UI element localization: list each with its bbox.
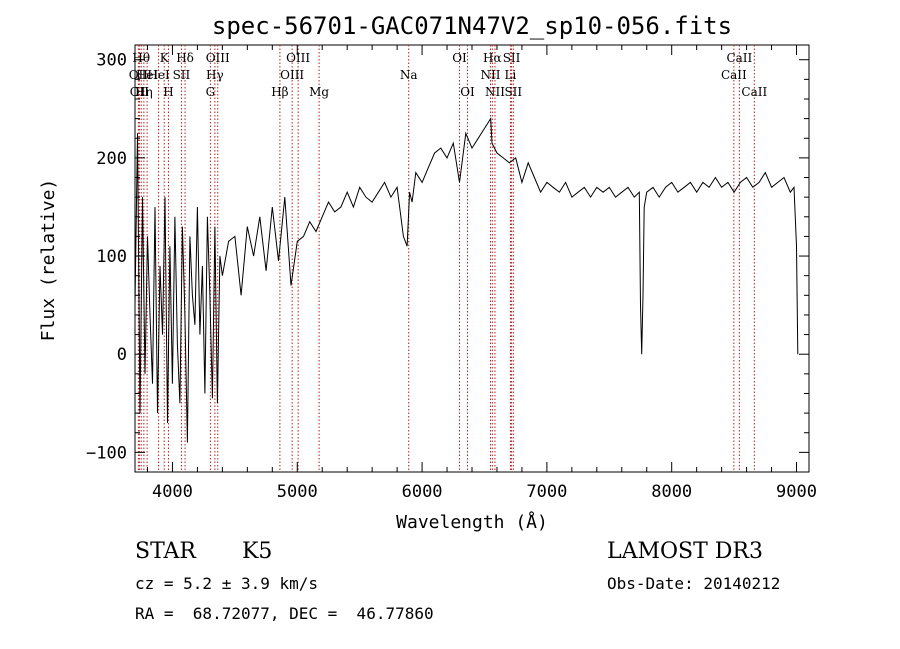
spectral-line-label: CaII — [741, 85, 767, 99]
survey-name: LAMOST DR3 — [607, 539, 763, 564]
y-tick-label: 300 — [96, 51, 127, 71]
y-tick-label: 100 — [96, 247, 127, 267]
spectral-line-label: CaII — [721, 68, 747, 82]
plot-frame — [134, 44, 810, 473]
spectral-line-label: Hδ — [176, 51, 194, 65]
spectral-line-label: CaII — [726, 51, 752, 65]
spectral-line-label: NII — [480, 68, 500, 82]
object-type: STAR — [135, 539, 196, 564]
spectral-line-label: Li — [505, 68, 517, 82]
spectral-line-markers — [137, 45, 755, 472]
object-subclass: K5 — [242, 539, 273, 564]
spectrum-series-line — [134, 117, 799, 443]
spectrum-chart: spec-56701-GAC071N47V2_sp10-056.fits Hθ O… — [38, 12, 817, 533]
spectral-line-label: Hγ — [206, 68, 224, 82]
x-axis-ticks: 4000 5000 6000 7000 8000 9000 — [146, 45, 817, 502]
x-axis-label: Wavelength (Å) — [396, 511, 548, 533]
spectral-line-label: Hθ — [132, 51, 150, 65]
spectral-line-label: H — [163, 85, 173, 99]
chart-title: spec-56701-GAC071N47V2_sp10-056.fits — [212, 12, 732, 40]
spectral-line-label: K — [160, 51, 170, 65]
spectral-line-label: Na — [400, 68, 418, 82]
spectral-line-label: OIII — [280, 68, 304, 82]
spectral-line-label: NII — [485, 85, 505, 99]
y-axis-ticks: −100 0 100 200 300 — [86, 51, 809, 463]
spectral-line-label: OI — [452, 51, 467, 65]
spectral-line-label: Hα — [483, 51, 502, 65]
observation-date: Obs-Date: 20140212 — [607, 574, 781, 593]
spectral-line-label: Hβ — [271, 85, 288, 99]
spectral-line-label: HeI — [147, 68, 170, 82]
spectral-line-label: OI — [460, 85, 475, 99]
y-tick-label: 200 — [96, 149, 127, 169]
spectral-line-label: SII — [173, 68, 191, 82]
y-tick-label: −100 — [86, 443, 127, 463]
spectral-line-label: OII — [130, 85, 150, 99]
spectral-line-label: Mg — [309, 85, 329, 99]
x-tick-label: 4000 — [152, 482, 193, 502]
spectral-line-label: G — [206, 85, 216, 99]
x-tick-label: 8000 — [651, 482, 692, 502]
coordinates: RA = 68.72077, DEC = 46.77860 — [135, 604, 434, 623]
redshift-value: cz = 5.2 ± 3.9 km/s — [135, 574, 319, 593]
x-tick-label: 9000 — [776, 482, 817, 502]
spectral-line-label: OIII — [206, 51, 230, 65]
spectral-line-label: OII — [129, 68, 149, 82]
spectral-line-label: Hη — [135, 85, 153, 99]
spectral-line-label: SII — [503, 51, 521, 65]
y-axis-label: Flux (relative) — [38, 179, 59, 342]
spectral-line-label: HeI — [136, 68, 159, 82]
x-tick-label: 5000 — [277, 482, 318, 502]
x-tick-label: 7000 — [526, 482, 567, 502]
spectral-line-label: SII — [504, 85, 522, 99]
x-tick-label: 6000 — [402, 482, 443, 502]
y-tick-label: 0 — [117, 345, 127, 365]
spectral-line-label: OIII — [286, 51, 310, 65]
